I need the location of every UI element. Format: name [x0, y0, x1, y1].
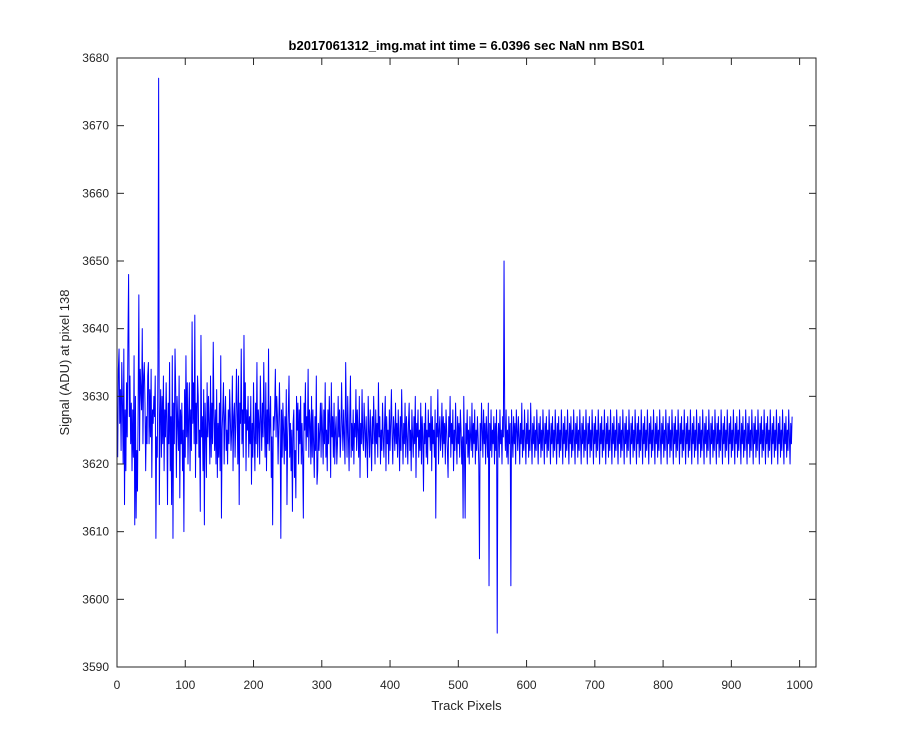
y-tick-label: 3600	[82, 592, 109, 606]
y-axis-label: Signal (ADU) at pixel 138	[57, 290, 72, 436]
x-tick-label: 900	[721, 678, 741, 692]
x-tick-label: 0	[114, 678, 121, 692]
x-tick-label: 400	[380, 678, 400, 692]
x-tick-label: 200	[244, 678, 264, 692]
x-tick-label: 600	[517, 678, 537, 692]
x-tick-label: 300	[312, 678, 332, 692]
series-line-0	[117, 77, 793, 634]
y-tick-label: 3660	[82, 186, 109, 200]
y-axis-ticks: 3590 3600 3610 3620 3630 3640 3650 3660 3670 3680	[82, 51, 816, 674]
axes-background	[117, 58, 816, 667]
y-tick-label: 3670	[82, 119, 109, 133]
axes-box	[116, 57, 817, 668]
x-tick-label: 800	[653, 678, 673, 692]
y-tick-label: 3680	[82, 51, 109, 65]
x-tick-label: 500	[448, 678, 468, 692]
x-tick-label: 1000	[786, 678, 813, 692]
y-tick-label: 3650	[82, 254, 109, 268]
y-tick-label: 3620	[82, 457, 109, 471]
x-tick-label: 100	[175, 678, 195, 692]
x-axis-label: Track Pixels	[431, 698, 502, 713]
plot-area	[117, 77, 793, 634]
y-tick-label: 3630	[82, 389, 109, 403]
x-tick-label: 700	[585, 678, 605, 692]
y-tick-label: 3640	[82, 322, 109, 336]
x-axis-ticks: 0 100 200 300 400 500 600 700 800 900 1000	[114, 58, 813, 692]
chart-title: b2017061312_img.mat int time = 6.0396 se…	[289, 38, 645, 53]
y-tick-label: 3590	[82, 660, 109, 674]
y-tick-label: 3610	[82, 525, 109, 539]
